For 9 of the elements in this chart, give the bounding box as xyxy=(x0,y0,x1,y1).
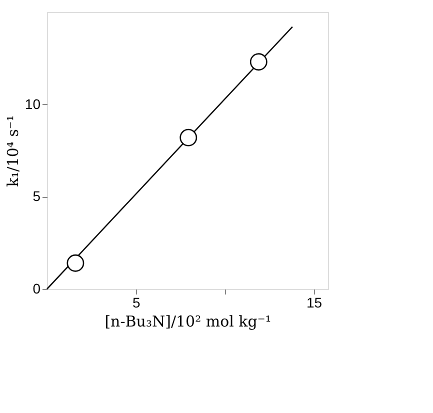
x-tick-label: 15 xyxy=(306,294,322,310)
y-axis-title: k₁/10⁴ s⁻¹ xyxy=(4,115,22,187)
point xyxy=(66,254,84,272)
y-tick-label: 10 xyxy=(24,96,41,112)
y-tick-label: 5 xyxy=(32,188,41,204)
x-axis-title: [n-Bu₃N]/10² mol kg⁻¹ xyxy=(104,312,272,330)
point xyxy=(250,53,268,71)
y-tick-label: 0 xyxy=(32,280,41,296)
point xyxy=(180,128,198,146)
